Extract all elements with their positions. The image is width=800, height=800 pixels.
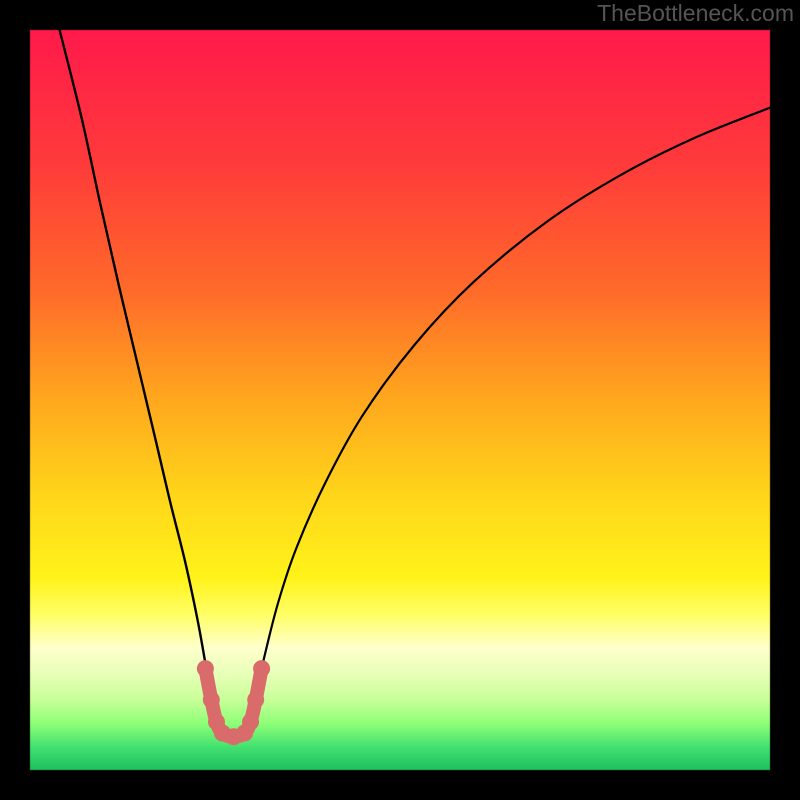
watermark-text: TheBottleneck.com (597, 0, 794, 27)
chart-container: TheBottleneck.com (0, 0, 800, 800)
gradient-background (0, 0, 800, 800)
